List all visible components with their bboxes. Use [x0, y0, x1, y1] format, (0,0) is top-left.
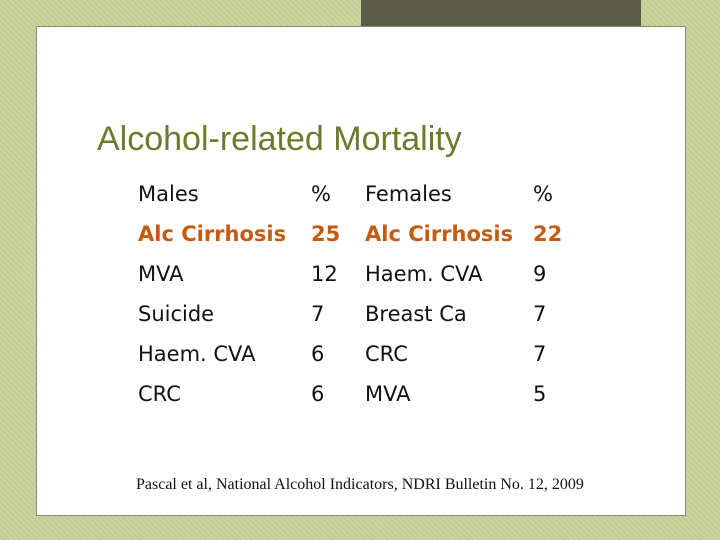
male-percent: 6: [311, 382, 325, 406]
female-percent: 22: [533, 222, 563, 246]
male-cause: MVA: [138, 262, 184, 286]
male-cause: Alc Cirrhosis: [138, 222, 287, 246]
female-percent: 7: [533, 302, 547, 326]
female-percent: 5: [533, 382, 547, 406]
header-females-percent: %: [533, 182, 553, 206]
male-cause: Haem. CVA: [138, 342, 256, 366]
table-row: Suicide 7 Breast Ca 7: [130, 294, 581, 334]
table-row: MVA 12 Haem. CVA 9: [130, 254, 581, 294]
female-cause: CRC: [365, 342, 408, 366]
table-row: Alc Cirrhosis 25 Alc Cirrhosis 22: [130, 214, 581, 254]
table-header-row: Males % Females %: [130, 174, 581, 214]
male-percent: 25: [311, 222, 341, 246]
table-row: Haem. CVA 6 CRC 7: [130, 334, 581, 374]
female-percent: 7: [533, 342, 547, 366]
male-cause: Suicide: [138, 302, 215, 326]
citation-text: Pascal et al, National Alcohol Indicator…: [136, 476, 584, 493]
male-percent: 6: [311, 342, 325, 366]
female-cause: Breast Ca: [365, 302, 467, 326]
header-males-percent: %: [311, 182, 331, 206]
slide-title: Alcohol-related Mortality: [97, 120, 462, 158]
header-males: Males: [138, 182, 199, 206]
male-percent: 12: [311, 262, 338, 286]
male-cause: CRC: [138, 382, 181, 406]
table-row: CRC 6 MVA 5: [130, 374, 581, 414]
female-cause: Alc Cirrhosis: [365, 222, 514, 246]
female-percent: 9: [533, 262, 547, 286]
slide-panel: [36, 26, 686, 516]
header-females: Females: [365, 182, 452, 206]
female-cause: MVA: [365, 382, 411, 406]
mortality-table: Males % Females % Alc Cirrhosis 25 Alc C…: [130, 174, 581, 414]
male-percent: 7: [311, 302, 325, 326]
female-cause: Haem. CVA: [365, 262, 483, 286]
